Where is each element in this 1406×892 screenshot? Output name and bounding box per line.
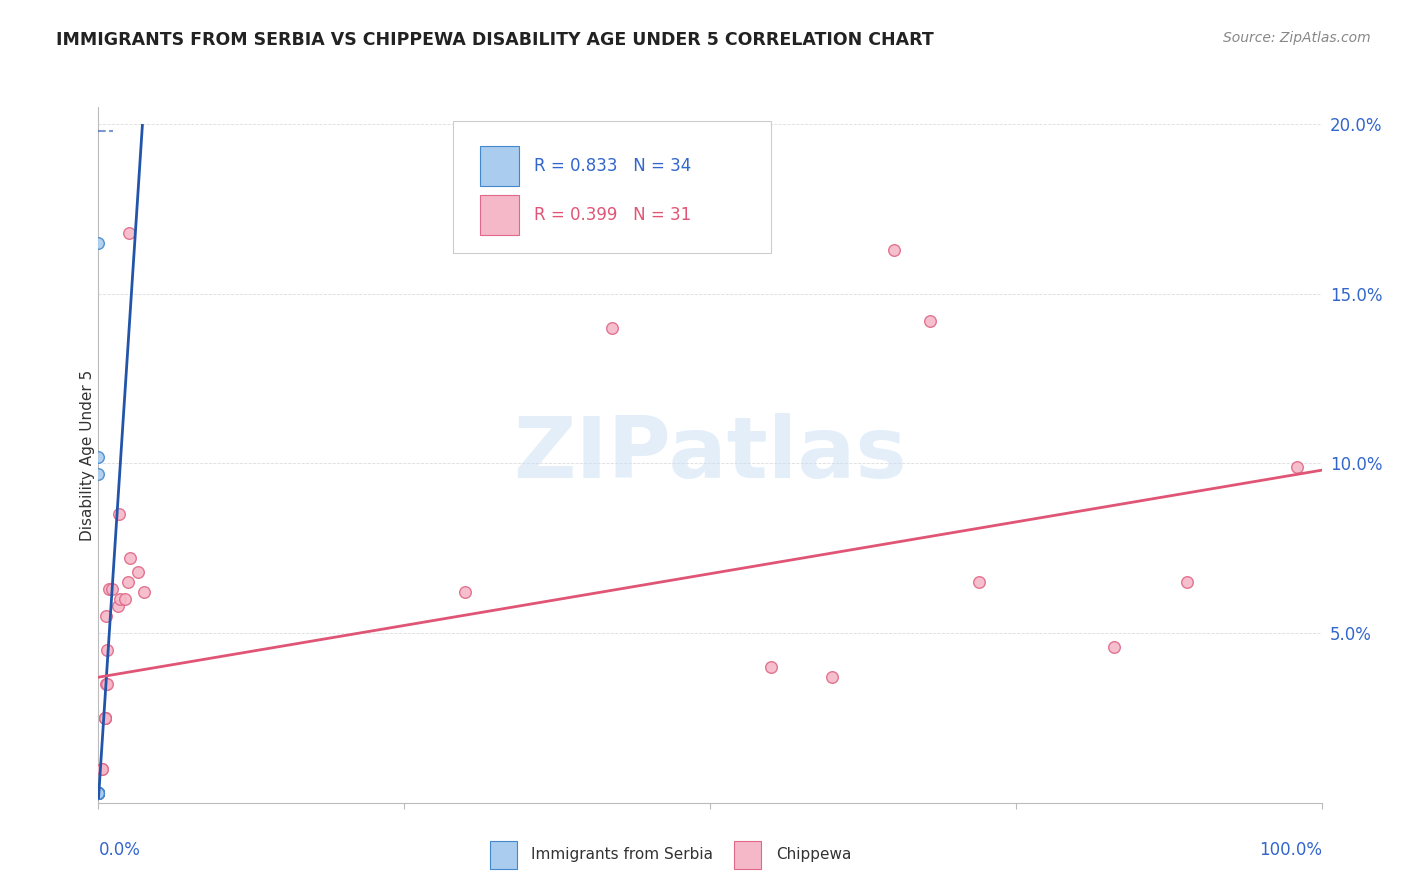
FancyBboxPatch shape	[479, 146, 519, 186]
Point	[114, 592, 136, 607]
Text: Source: ZipAtlas.com: Source: ZipAtlas.com	[1223, 31, 1371, 45]
Point	[101, 582, 124, 596]
Point	[1175, 575, 1198, 590]
Point	[87, 786, 110, 800]
Point	[87, 786, 110, 800]
Point	[87, 786, 110, 800]
Point	[94, 609, 117, 624]
Point	[87, 786, 110, 800]
Point	[87, 786, 110, 800]
Point	[91, 762, 114, 776]
Point	[87, 786, 110, 800]
Point	[87, 235, 110, 250]
Point	[87, 467, 110, 481]
Point	[93, 711, 115, 725]
Point	[87, 786, 110, 800]
FancyBboxPatch shape	[734, 841, 762, 869]
Point	[87, 786, 110, 800]
Point	[87, 786, 110, 800]
FancyBboxPatch shape	[453, 121, 772, 253]
Point	[87, 786, 110, 800]
Point	[87, 786, 110, 800]
Point	[87, 786, 110, 800]
FancyBboxPatch shape	[479, 194, 519, 235]
Point	[93, 711, 115, 725]
Point	[87, 786, 110, 800]
Point	[87, 450, 110, 464]
Text: 100.0%: 100.0%	[1258, 841, 1322, 859]
Point	[87, 786, 110, 800]
Text: ZIPatlas: ZIPatlas	[513, 413, 907, 497]
Point	[87, 786, 110, 800]
Point	[91, 762, 114, 776]
Point	[108, 508, 131, 522]
Point	[454, 585, 477, 599]
Point	[132, 585, 155, 599]
Point	[94, 677, 117, 691]
Text: IMMIGRANTS FROM SERBIA VS CHIPPEWA DISABILITY AGE UNDER 5 CORRELATION CHART: IMMIGRANTS FROM SERBIA VS CHIPPEWA DISAB…	[56, 31, 934, 49]
Point	[87, 786, 110, 800]
Point	[87, 786, 110, 800]
Point	[96, 643, 118, 657]
Point	[93, 711, 115, 725]
Point	[87, 786, 110, 800]
FancyBboxPatch shape	[489, 841, 517, 869]
Text: R = 0.399   N = 31: R = 0.399 N = 31	[534, 206, 692, 224]
Point	[96, 677, 118, 691]
Point	[107, 599, 129, 613]
Point	[87, 786, 110, 800]
Point	[87, 786, 110, 800]
Point	[883, 243, 905, 257]
Point	[967, 575, 990, 590]
Point	[87, 786, 110, 800]
Point	[87, 786, 110, 800]
Text: 0.0%: 0.0%	[98, 841, 141, 859]
Point	[1286, 459, 1309, 474]
Text: Immigrants from Serbia: Immigrants from Serbia	[531, 847, 713, 863]
Point	[110, 592, 132, 607]
Point	[120, 551, 142, 566]
Y-axis label: Disability Age Under 5: Disability Age Under 5	[80, 369, 94, 541]
Point	[127, 565, 149, 579]
Point	[87, 786, 110, 800]
Point	[87, 786, 110, 800]
Point	[600, 320, 623, 334]
Point	[1102, 640, 1125, 654]
Point	[87, 786, 110, 800]
Point	[920, 314, 942, 328]
Point	[87, 786, 110, 800]
Point	[98, 582, 121, 596]
Text: R = 0.833   N = 34: R = 0.833 N = 34	[534, 157, 692, 175]
Point	[93, 711, 115, 725]
Point	[761, 660, 783, 674]
Point	[87, 786, 110, 800]
Text: Chippewa: Chippewa	[776, 847, 852, 863]
Point	[117, 575, 139, 590]
Point	[118, 226, 141, 240]
Point	[87, 786, 110, 800]
Point	[87, 786, 110, 800]
Point	[87, 786, 110, 800]
Point	[87, 786, 110, 800]
Point	[821, 670, 844, 684]
